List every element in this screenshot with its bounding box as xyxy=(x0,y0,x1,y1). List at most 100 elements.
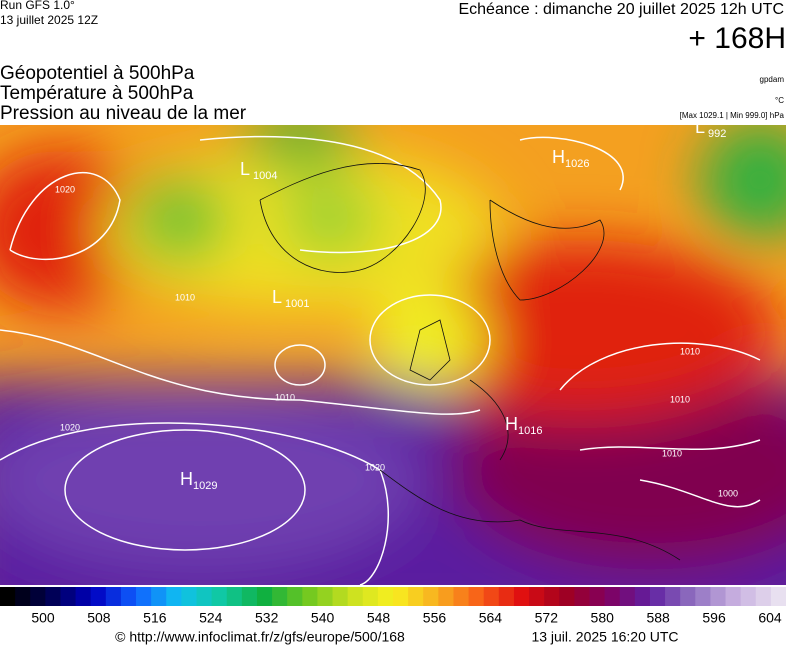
colorbar-swatch xyxy=(544,587,560,606)
colorbar-swatch xyxy=(483,587,500,606)
colorbar-swatch xyxy=(256,587,273,606)
colorbar-swatch xyxy=(513,587,530,606)
colorbar-label: 532 xyxy=(255,610,279,626)
isobars xyxy=(0,135,761,585)
colorbar-swatch xyxy=(105,587,122,606)
center-value: 1026 xyxy=(565,158,589,170)
colorbar-swatch xyxy=(634,587,651,606)
center-letter: H xyxy=(180,469,193,489)
colorbar-swatch xyxy=(120,587,137,606)
center-value: 1001 xyxy=(285,298,309,310)
colorbar-swatch xyxy=(362,587,379,606)
colorbar-label: 572 xyxy=(535,610,559,626)
center-value: 992 xyxy=(708,128,726,140)
colorbar-label: 556 xyxy=(423,610,447,626)
isobar-label: 1010 xyxy=(175,292,195,302)
colorbar-swatch xyxy=(136,587,152,606)
isobar-label: 1020 xyxy=(55,184,75,194)
isobar-label: 1000 xyxy=(718,488,738,498)
isobar-label: 1020 xyxy=(365,462,385,472)
echeance: Echéance : dimanche 20 juillet 2025 12h … xyxy=(458,1,784,18)
colorbar-swatch xyxy=(287,587,303,606)
colorbar-swatch xyxy=(438,587,454,606)
colorbar-swatch xyxy=(211,587,228,606)
isobar-label: 1010 xyxy=(680,346,700,356)
colorbar-label: 508 xyxy=(87,610,111,626)
center-letter: H xyxy=(552,147,565,167)
colorbar-swatch xyxy=(347,587,364,606)
colorbar-label: 548 xyxy=(367,610,391,626)
colorbar-swatch xyxy=(770,587,786,606)
isobar-labels: 1020 1010 1010 1020 1020 1010 1010 1000 1010 xyxy=(55,184,738,498)
colorbar-swatch xyxy=(468,587,485,606)
colorbar-swatch xyxy=(589,587,606,606)
lead-time: + 168H xyxy=(688,22,786,55)
colorbar-swatch xyxy=(408,587,424,606)
colorbar-swatch xyxy=(423,587,439,606)
colorbar-swatch xyxy=(665,587,681,606)
colorbar-swatch xyxy=(0,587,16,606)
field xyxy=(0,125,786,585)
colorbar-swatch xyxy=(377,587,394,606)
colorbar-swatch xyxy=(60,587,77,606)
source-url: © http://www.infoclimat.fr/z/gfs/europe/… xyxy=(115,629,405,645)
colorbar-swatch xyxy=(30,587,46,606)
colorbar-label: 500 xyxy=(31,610,55,626)
colorbar-swatch xyxy=(498,587,515,606)
center-value: 1004 xyxy=(253,170,277,182)
colorbar-label: 604 xyxy=(758,610,782,626)
colorbar-swatch xyxy=(649,587,666,606)
unit-2: °C xyxy=(775,96,784,105)
center-letter: L xyxy=(695,117,705,137)
colorbar-label: 524 xyxy=(199,610,223,626)
colorbar-swatch xyxy=(695,587,711,606)
colorbar-swatch xyxy=(166,587,182,606)
title-2: Température à 500hPa xyxy=(0,83,194,104)
center-letter: L xyxy=(240,159,250,179)
title-3: Pression au niveau de la mer xyxy=(0,103,247,124)
map xyxy=(0,125,786,585)
colorbar-label: 516 xyxy=(143,610,167,626)
colorbar-swatch xyxy=(680,587,696,606)
coastlines xyxy=(259,163,681,561)
isobar-label: 1010 xyxy=(670,394,690,404)
colorbar-swatch xyxy=(45,587,61,606)
colorbar-swatch xyxy=(755,587,772,606)
colorbar-swatch xyxy=(619,587,636,606)
colorbar-swatch xyxy=(529,587,545,606)
unit-1: gpdam xyxy=(760,75,785,84)
run-date: 13 juillet 2025 12Z xyxy=(0,13,98,27)
colorbar-swatch xyxy=(453,587,470,606)
colorbar-swatch xyxy=(15,587,31,606)
colorbar-swatch xyxy=(604,587,621,606)
colorbar-swatch xyxy=(302,587,318,606)
center-letter: H xyxy=(505,414,518,434)
colorbar-label: 596 xyxy=(702,610,726,626)
timestamp: 13 juil. 2025 16:20 UTC xyxy=(531,629,678,645)
colorbar-swatch xyxy=(710,587,727,606)
colorbar-swatch xyxy=(332,587,349,606)
colorbar-swatch xyxy=(181,587,197,606)
colorbar-swatch xyxy=(393,587,409,606)
colorbar-swatch xyxy=(740,587,757,606)
colorbar-swatch xyxy=(559,587,575,606)
colorbar-label: 540 xyxy=(311,610,335,626)
colorbar-swatch xyxy=(725,587,742,606)
colorbar-swatch xyxy=(241,587,258,606)
colorbar-swatch xyxy=(226,587,243,606)
isobar-label: 1010 xyxy=(662,448,682,458)
center-letter: L xyxy=(272,287,282,307)
isobar-label: 1020 xyxy=(60,422,80,432)
colorbar-swatch xyxy=(317,587,334,606)
colorbar-swatch xyxy=(574,587,590,606)
colorbar-swatch xyxy=(196,587,213,606)
title-1: Géopotentiel à 500hPa xyxy=(0,63,195,84)
colorbar-swatch xyxy=(90,587,107,606)
center-value: 1016 xyxy=(518,425,542,437)
isobar-label: 1010 xyxy=(275,392,295,402)
colorbar-swatch xyxy=(151,587,167,606)
colorbar-swatch xyxy=(75,587,92,606)
unit-3: [Max 1029.1 | Min 999.0] hPa xyxy=(680,111,785,120)
